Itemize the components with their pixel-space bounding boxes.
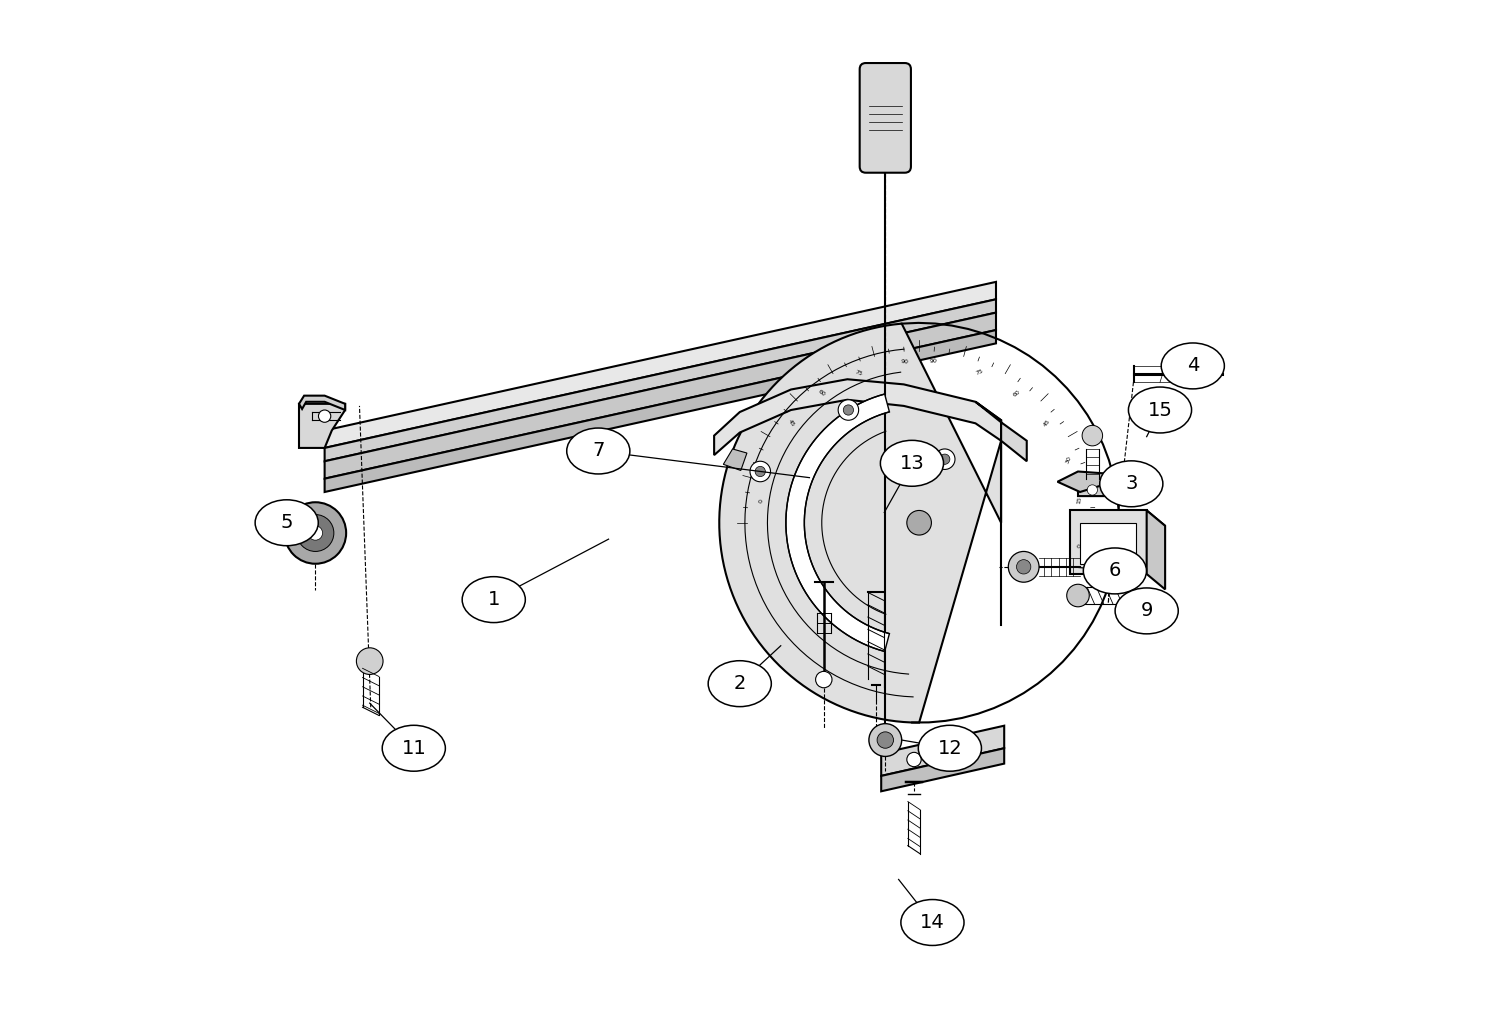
Circle shape — [816, 671, 833, 688]
Text: 75: 75 — [975, 369, 984, 376]
Text: 90: 90 — [928, 359, 938, 364]
Polygon shape — [720, 324, 1000, 723]
Circle shape — [285, 502, 346, 564]
Ellipse shape — [918, 726, 981, 771]
Circle shape — [308, 526, 322, 540]
Polygon shape — [714, 379, 1001, 455]
Polygon shape — [324, 282, 996, 448]
Ellipse shape — [708, 661, 771, 706]
Polygon shape — [324, 330, 996, 492]
Text: 75: 75 — [853, 369, 862, 376]
Text: 0: 0 — [756, 498, 762, 502]
Text: 12: 12 — [938, 739, 963, 757]
Ellipse shape — [1100, 461, 1162, 506]
Text: 60: 60 — [1013, 390, 1022, 398]
Circle shape — [1102, 563, 1113, 573]
Text: 11: 11 — [402, 739, 426, 757]
Polygon shape — [880, 726, 1004, 776]
Text: 14: 14 — [920, 913, 945, 932]
Text: 45: 45 — [788, 418, 796, 427]
Text: 7: 7 — [592, 442, 604, 460]
Circle shape — [839, 400, 858, 420]
Polygon shape — [786, 394, 889, 652]
Circle shape — [318, 410, 332, 422]
Circle shape — [754, 466, 765, 477]
Text: 15: 15 — [1148, 401, 1173, 419]
Circle shape — [357, 648, 382, 674]
Circle shape — [297, 515, 334, 551]
Ellipse shape — [1128, 387, 1191, 433]
Circle shape — [966, 740, 981, 754]
Polygon shape — [298, 404, 345, 448]
Polygon shape — [1078, 482, 1107, 496]
Text: 30: 30 — [1065, 455, 1072, 464]
Polygon shape — [1146, 510, 1166, 589]
Polygon shape — [975, 402, 1026, 461]
Text: 6: 6 — [1108, 562, 1120, 580]
Text: 4: 4 — [1186, 357, 1198, 375]
Text: 3: 3 — [1125, 475, 1137, 493]
Ellipse shape — [1114, 588, 1178, 633]
Text: 1: 1 — [488, 590, 500, 609]
Ellipse shape — [567, 428, 630, 474]
Ellipse shape — [880, 441, 944, 486]
Circle shape — [1088, 485, 1098, 495]
Circle shape — [1082, 425, 1102, 446]
Circle shape — [1017, 560, 1031, 574]
Polygon shape — [1058, 472, 1107, 492]
Circle shape — [908, 510, 932, 535]
Ellipse shape — [382, 726, 446, 771]
Polygon shape — [880, 748, 1004, 791]
Ellipse shape — [1083, 548, 1146, 593]
Circle shape — [939, 454, 950, 464]
Polygon shape — [298, 396, 345, 410]
Polygon shape — [324, 299, 996, 461]
Text: 13: 13 — [900, 454, 924, 473]
Text: 9: 9 — [1140, 602, 1154, 620]
Circle shape — [878, 732, 894, 748]
Circle shape — [908, 752, 921, 767]
Polygon shape — [723, 449, 747, 470]
Text: 5: 5 — [280, 514, 292, 532]
Text: 0: 0 — [1077, 543, 1082, 547]
Text: 60: 60 — [818, 390, 827, 398]
Circle shape — [934, 449, 956, 469]
Circle shape — [843, 405, 854, 415]
Circle shape — [750, 461, 771, 482]
Polygon shape — [1080, 523, 1137, 564]
Circle shape — [868, 724, 901, 756]
Polygon shape — [1070, 510, 1166, 526]
Text: 2: 2 — [734, 674, 746, 693]
Circle shape — [1066, 584, 1089, 607]
Ellipse shape — [255, 500, 318, 545]
Polygon shape — [1070, 510, 1146, 574]
Ellipse shape — [462, 577, 525, 622]
Text: 15: 15 — [1077, 496, 1083, 504]
Text: 90: 90 — [902, 359, 909, 364]
FancyBboxPatch shape — [859, 64, 910, 172]
Text: 45: 45 — [1042, 418, 1052, 427]
Polygon shape — [324, 313, 996, 479]
Ellipse shape — [902, 900, 964, 945]
Circle shape — [1008, 551, 1040, 582]
Ellipse shape — [1161, 343, 1224, 388]
